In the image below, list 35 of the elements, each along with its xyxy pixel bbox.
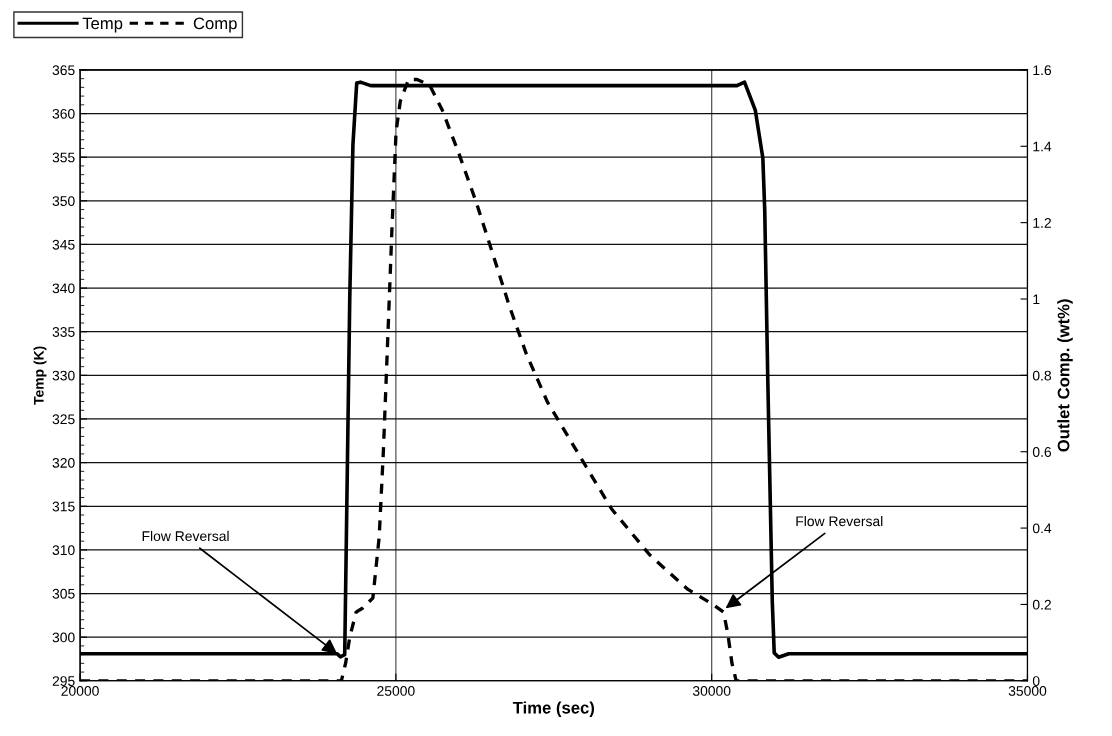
y-tick-label: 345 (52, 239, 75, 250)
y-tick-label: 355 (52, 152, 75, 163)
y-tick-label: 360 (52, 108, 75, 119)
y-tick-label: 325 (52, 414, 75, 425)
y2-axis-title: Outlet Comp. (wt%) (1057, 299, 1073, 452)
y2-tick-label: 0.2 (1032, 599, 1051, 610)
x-tick-label: 20000 (61, 686, 99, 696)
y2-tick-label: 1.6 (1033, 65, 1052, 76)
y2-tick-label: 0.8 (1032, 370, 1052, 381)
x-tick-label: 30000 (692, 686, 731, 696)
y2-tick-label: 1.2 (1033, 217, 1051, 228)
y-tick-label: 320 (52, 457, 75, 468)
y2-tick-label: 0.6 (1032, 447, 1052, 457)
y-tick-label: 340 (52, 283, 75, 294)
y-tick-label: 310 (52, 545, 75, 556)
y2-tick-label: 0.4 (1032, 523, 1052, 534)
legend-label: Comp (193, 17, 237, 33)
x-axis-title: Time (sec) (512, 701, 595, 717)
y-tick-label: 350 (52, 196, 75, 206)
annotation: Flow Reversal (142, 530, 229, 542)
x-tick-label: 25000 (377, 686, 415, 696)
legend-label: Temp (82, 17, 123, 33)
y2-tick-label: 1.4 (1033, 141, 1052, 152)
x-tick-label: 35000 (1008, 686, 1047, 696)
annotation: Flow Reversal (796, 516, 883, 527)
y2-tick-label: 1 (1033, 294, 1040, 305)
y2-tick-label: 0 (1032, 676, 1040, 686)
y-tick-label: 300 (52, 632, 75, 643)
y-tick-label: 305 (52, 588, 75, 599)
y-tick-label: 315 (52, 501, 75, 512)
y-tick-label: 335 (52, 327, 75, 337)
y-tick-label: 295 (52, 676, 75, 686)
y-tick-label: 330 (52, 370, 75, 381)
y-tick-label: 365 (52, 65, 75, 76)
y-axis-title: Temp (K) (33, 346, 47, 405)
